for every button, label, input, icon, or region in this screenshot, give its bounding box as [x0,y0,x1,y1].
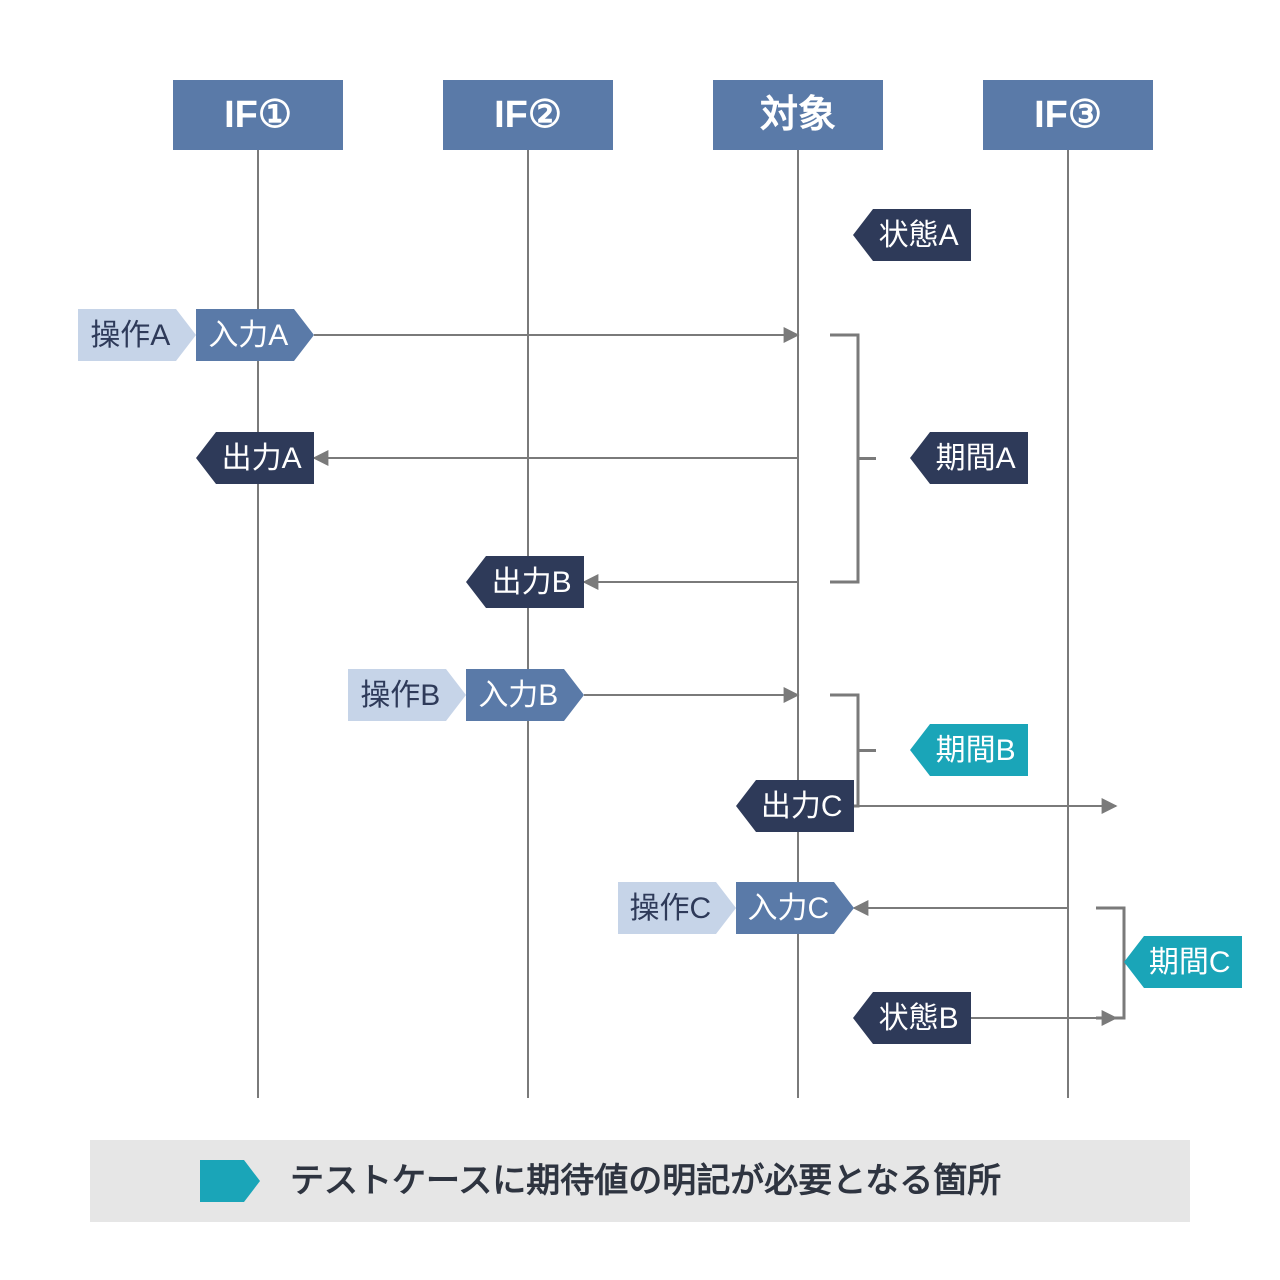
tag-label-inA: 入力A [208,319,288,352]
legend-text: テストケースに期待値の明記が必要となる箇所 [290,1161,1001,1200]
tag-label-outC: 出力C [761,790,843,823]
tag-label-outA: 出力A [222,442,302,475]
tag-label-outB: 出力B [492,566,572,599]
tag-label-opB: 操作B [360,679,440,712]
tag-label-inB: 入力B [478,679,558,712]
lane-head-label-if2: IF② [494,94,562,136]
lane-head-label-if3: IF③ [1034,94,1102,136]
bracket-brA [830,335,858,582]
sequence-diagram: IF① IF② 対象 IF③ 状態A 操作A 入力A 出力A 期間A 出力B 操作B 入力B 期間B 出… [0,0,1280,1280]
tag-label-stateB: 状態B [879,1002,959,1035]
tag-label-stateA: 状態A [879,219,959,252]
tag-label-inC: 入力C [747,892,829,925]
tag-label-opA: 操作A [90,319,170,352]
lane-head-label-target: 対象 [760,94,836,136]
tag-label-periodB: 期間B [936,734,1016,767]
tag-label-opC: 操作C [629,892,711,925]
diagram-stage: IF① IF② 対象 IF③ 状態A 操作A 入力A 出力A 期間A 出力B 操作B 入力B 期間B 出… [0,0,1280,1280]
tag-label-periodC: 期間C [1149,946,1231,979]
bracket-brC [1096,908,1124,1018]
tag-label-periodA: 期間A [936,442,1016,475]
lane-head-label-if1: IF① [224,94,292,136]
